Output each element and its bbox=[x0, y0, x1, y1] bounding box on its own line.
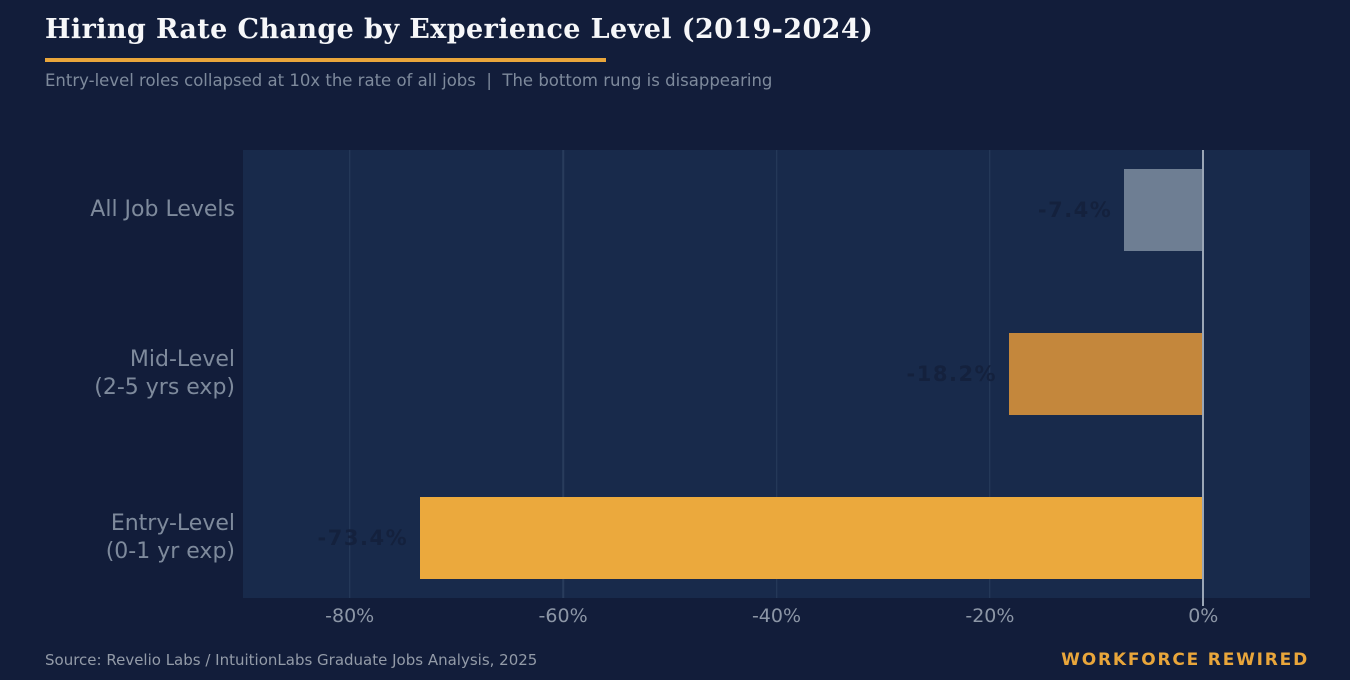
plot-area: -7.4% -18.2% -73.4% bbox=[243, 150, 1310, 606]
category-label-entry-level: Entry-Level (0-1 yr exp) bbox=[13, 510, 235, 566]
x-tick-label--20: -20% bbox=[965, 605, 1015, 627]
category-label-line: (2-5 yrs exp) bbox=[94, 375, 235, 400]
gridline--80 bbox=[348, 150, 351, 598]
value-label-mid-level: -18.2% bbox=[906, 362, 998, 386]
brand-wordmark: WORKFORCE REWIRED bbox=[1061, 650, 1309, 670]
x-tick-label--40: -40% bbox=[751, 605, 802, 627]
page-title: Hiring Rate Change by Experience Level (… bbox=[45, 14, 874, 45]
value-label-all-job-levels: -7.4% bbox=[1037, 198, 1113, 222]
bar-mid-level bbox=[1009, 333, 1204, 415]
category-label-line: (0-1 yr exp) bbox=[105, 539, 235, 564]
bar-entry-level bbox=[420, 497, 1204, 579]
bar-all-job-levels bbox=[1124, 169, 1204, 251]
x-axis: -80% -60% -40% -20% 0% bbox=[0, 598, 1350, 638]
gridline--40 bbox=[775, 150, 778, 598]
zero-baseline bbox=[1202, 150, 1205, 606]
page-subtitle: Entry-level roles collapsed at 10x the r… bbox=[45, 71, 773, 90]
x-tick-label--60: -60% bbox=[538, 605, 588, 627]
x-tick-label--80: -80% bbox=[325, 605, 375, 627]
x-tick-label-0: 0% bbox=[1188, 605, 1219, 627]
title-accent-rule bbox=[45, 58, 606, 62]
gridline--60 bbox=[562, 150, 564, 598]
source-note: Source: Revelio Labs / IntuitionLabs Gra… bbox=[45, 651, 538, 669]
category-label-line: Mid-Level bbox=[129, 347, 235, 372]
gridline--20 bbox=[989, 150, 991, 598]
header: Hiring Rate Change by Experience Level (… bbox=[45, 14, 1310, 90]
category-label-line: Entry-Level bbox=[110, 511, 235, 536]
category-label-line: All Job Levels bbox=[90, 197, 235, 222]
category-label-mid-level: Mid-Level (2-5 yrs exp) bbox=[13, 346, 235, 402]
footer: Source: Revelio Labs / IntuitionLabs Gra… bbox=[45, 650, 1309, 670]
value-label-entry-level: -73.4% bbox=[317, 526, 409, 550]
category-label-all-job-levels: All Job Levels bbox=[13, 196, 235, 224]
